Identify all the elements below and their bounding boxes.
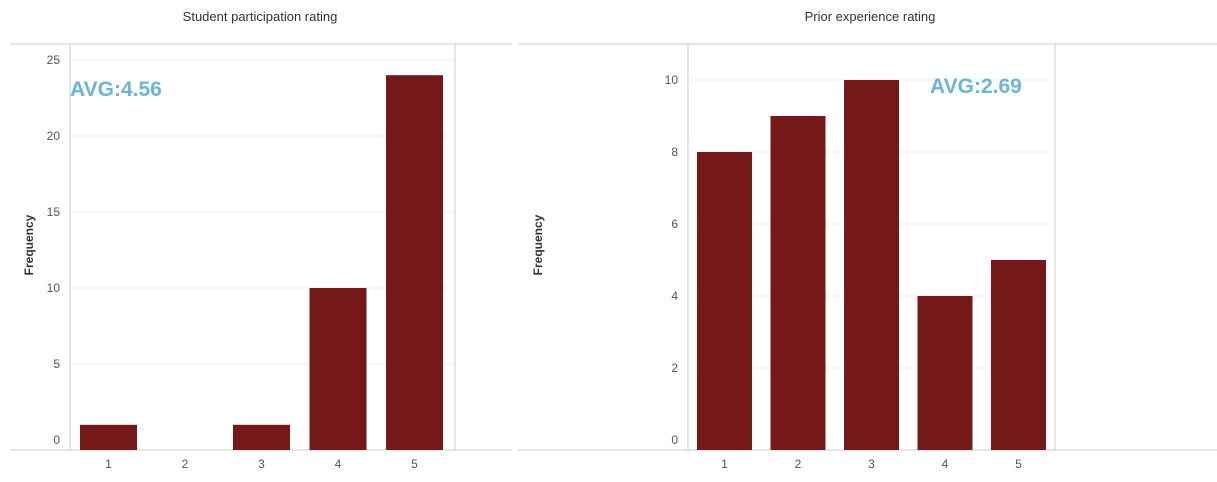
prior-experience-bar [991,260,1046,450]
participation-y-tick-label: 0 [53,433,60,447]
participation-y-tick-label: 10 [47,281,61,295]
participation-x-tick-label: 3 [258,457,265,471]
prior-experience-bar [697,152,752,450]
participation-avg-annotation: AVG:4.56 [70,78,162,101]
chart-title-participation: Student participation rating [182,9,338,24]
prior-experience-x-tick-label: 4 [942,457,949,471]
participation-x-tick-label: 2 [182,457,189,471]
prior-experience-bar [770,116,826,450]
participation-y-tick-label: 25 [47,53,61,67]
participation-y-tick-label: 20 [47,129,61,143]
participation-y-tick-label: 15 [47,205,61,219]
prior-experience-y-tick-label: 8 [671,145,678,159]
prior-experience-y-tick-label: 0 [671,433,678,447]
participation-bar [386,75,443,450]
participation-y-tick-label: 5 [53,357,60,371]
participation-bar [309,288,367,450]
prior-experience-x-tick-label: 1 [721,457,728,471]
prior-experience-x-tick-label: 3 [868,457,875,471]
prior-experience-x-tick-label: 5 [1015,457,1022,471]
prior-experience-x-tick-label: 2 [795,457,802,471]
participation-bar [233,424,290,450]
participation-x-tick-label: 4 [335,457,342,471]
prior-experience-avg-annotation: AVG:2.69 [930,75,1022,98]
participation-x-tick-label: 1 [105,457,112,471]
prior-experience-y-tick-label: 4 [671,289,678,303]
prior-experience-y-tick-label: 6 [671,217,678,231]
chart-title-prior-experience: Prior experience rating [804,9,936,24]
prior-experience-y-axis-label: Frequency [531,214,545,275]
participation-y-axis-label: Frequency [22,214,36,275]
prior-experience-bar [844,80,899,450]
prior-experience-y-tick-label: 2 [671,361,678,375]
participation-bar [80,424,137,450]
participation-x-tick-label: 5 [411,457,418,471]
prior-experience-y-tick-label: 10 [665,73,679,87]
prior-experience-bar [917,296,973,450]
